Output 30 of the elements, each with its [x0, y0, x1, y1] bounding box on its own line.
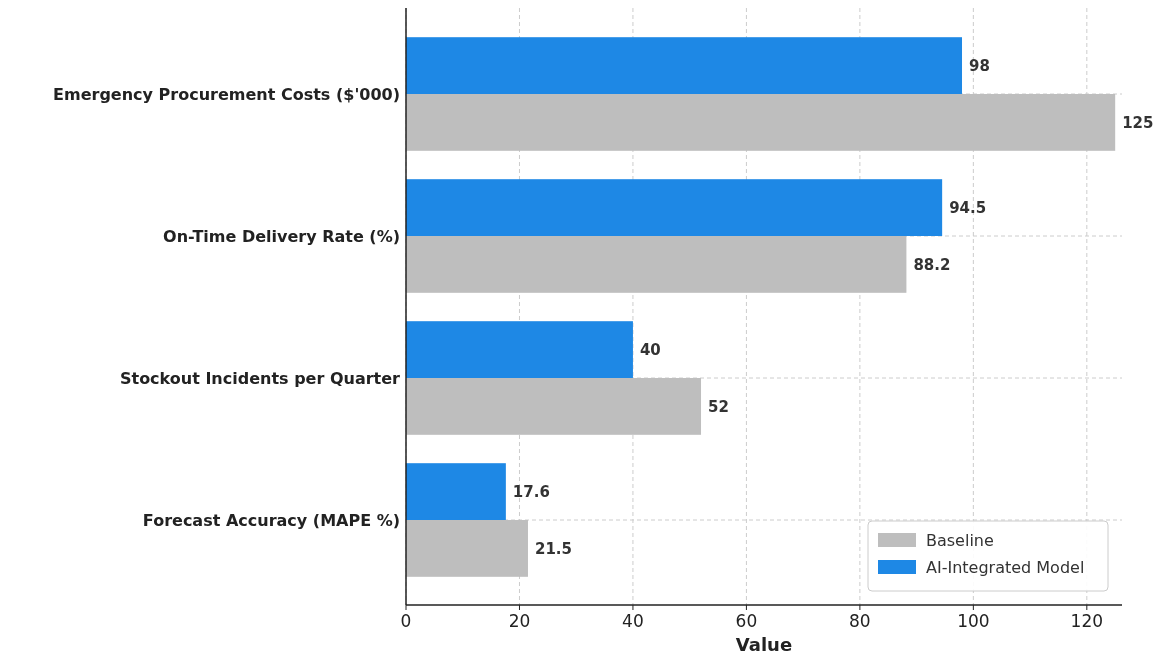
- x-tick-label: 120: [1070, 611, 1104, 631]
- data-label: 88.2: [913, 255, 951, 274]
- y-tick-label: Emergency Procurement Costs ($'000): [53, 84, 400, 104]
- bar: [406, 37, 963, 94]
- x-tick-label: 0: [400, 611, 412, 631]
- x-tick-label: 20: [508, 611, 531, 631]
- bar: [406, 179, 943, 236]
- data-label: 17.6: [512, 482, 550, 501]
- x-axis-title: Value: [735, 634, 793, 653]
- y-tick-label: On-Time Delivery Rate (%): [163, 226, 400, 246]
- data-label: 125: [1122, 113, 1154, 132]
- y-tick-label: Stockout Incidents per Quarter: [119, 368, 401, 388]
- bar: [406, 321, 633, 378]
- x-tick-label: 100: [957, 611, 990, 631]
- bar: [406, 520, 528, 577]
- x-tick-label: 40: [622, 611, 644, 631]
- y-tick-label: Forecast Accuracy (MAPE %): [142, 510, 400, 530]
- data-label: 94.5: [949, 198, 987, 217]
- bar: [406, 236, 907, 293]
- legend-label: Baseline: [926, 530, 994, 550]
- legend-label: AI-Integrated Model: [926, 557, 1085, 577]
- data-label: 40: [639, 340, 661, 359]
- bar: [406, 378, 702, 435]
- data-label: 52: [708, 397, 729, 416]
- bar: [406, 463, 506, 520]
- x-tick-label: 80: [849, 611, 871, 631]
- data-label: 21.5: [534, 539, 572, 558]
- x-tick-label: 60: [735, 611, 758, 631]
- data-label: 98: [969, 56, 990, 75]
- bar: [406, 94, 1116, 151]
